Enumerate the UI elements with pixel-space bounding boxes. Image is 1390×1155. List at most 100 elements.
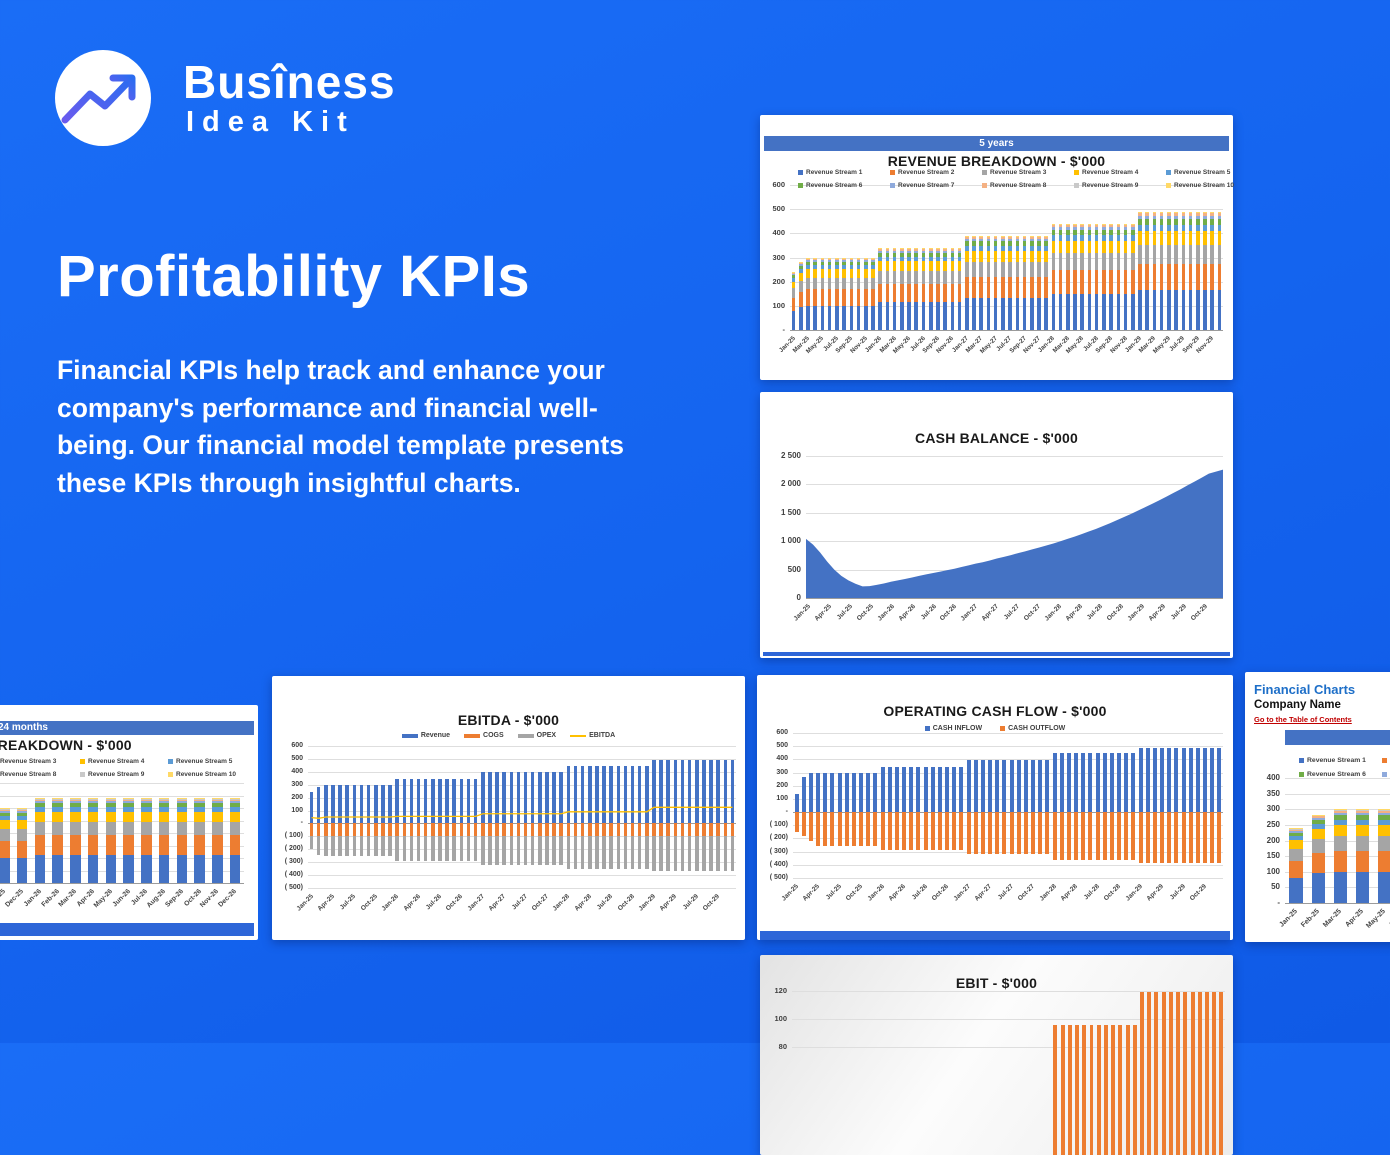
bar-segment [813,289,818,306]
bar-segment [1217,213,1222,216]
bar-segment [1029,277,1034,299]
legend-item: EBITDA [570,732,615,739]
gridline [806,598,1223,599]
x-axis-label: Apr-25 [316,893,336,913]
bar-segment [799,307,803,330]
period-tab-5-years: 5 years [764,136,1229,151]
y-axis-label: 200 [772,276,785,286]
page-description: Financial KPIs help track and enhance yo… [57,355,624,498]
bar [730,759,735,824]
bar-segment [176,803,188,808]
bar-segment [921,270,926,284]
bar [381,823,385,837]
table-of-contents-link[interactable]: Go to the Table of Contents [1254,715,1352,724]
bar-segment [1203,224,1207,232]
bar-segment [1289,832,1303,837]
bar-segment [1044,237,1048,240]
bar-segment [806,260,810,262]
sheet-heading: Financial Charts [1254,682,1356,697]
bar [980,812,985,855]
gridline [793,785,1223,787]
bar-segment [957,256,962,262]
bar-segment [0,829,10,841]
bar-segment [965,246,969,252]
bar-segment [1094,223,1099,225]
bar-segment [863,277,868,290]
bar-segment [871,305,875,330]
legend-marker [982,182,987,188]
bar-segment [70,799,81,801]
y-axis-label: 100 [772,300,785,310]
bar-segment [1066,235,1070,242]
legend-marker [982,169,987,175]
bar-segment [1188,290,1193,330]
bar-segment [229,835,241,855]
bar-segment [1051,230,1056,236]
bar-segment [1008,237,1012,240]
bar-segment [194,807,205,813]
bar-segment [141,800,152,804]
bar [409,778,414,824]
bar [709,836,713,872]
bar-segment [1377,835,1390,851]
bar-segment [965,241,969,247]
bar-segment [158,799,170,801]
bar-segment [123,798,134,799]
bar-segment [885,302,890,330]
bar-segment [1008,298,1012,330]
bar-segment [1377,871,1390,903]
bar-segment [212,798,223,800]
bar-segment [842,269,846,278]
legend-item: Revenue Stream 1 [1299,756,1366,764]
bar-segment [965,277,969,299]
bar [1095,812,1100,860]
bar-segment [856,269,861,278]
bar-segment [914,247,919,249]
bar [794,793,799,813]
bar-segment [87,835,99,855]
bar-segment [1195,244,1200,264]
bar-segment [1152,290,1157,330]
bar [1067,1024,1072,1155]
gridline [793,812,1223,814]
bar-segment [835,258,839,261]
bar-segment [842,260,846,262]
bar-segment [1116,223,1121,225]
bar-segment [1080,223,1085,225]
x-axis-label: Jan-29 [637,893,657,913]
bar-segment [1044,241,1048,247]
bar-segment [1015,298,1020,330]
bar [438,823,442,837]
bar [509,823,514,837]
bar-segment [943,247,947,249]
bar [1031,812,1036,855]
bar-segment [806,269,810,278]
bar [502,772,506,824]
bar-segment [835,269,839,278]
bar-segment [1210,244,1214,264]
bar-segment [957,250,962,253]
bar [1109,812,1114,860]
bar-segment [52,835,63,855]
bar-segment [1210,290,1214,330]
bar-segment [1051,270,1056,295]
bar [945,812,950,851]
bar-segment [1159,263,1164,291]
bar-segment [921,261,926,271]
bar [538,836,542,865]
bar-segment [885,249,890,251]
bar [1066,812,1071,860]
bar-segment [123,799,134,801]
bar-segment [34,812,46,822]
bar-segment [885,283,890,303]
gridline [1285,778,1390,779]
bar-segment [957,252,962,257]
bar-segment [878,283,882,303]
bar [345,823,349,837]
bar [466,836,471,861]
bar-segment [1203,213,1207,216]
bar-segment [1145,211,1149,213]
y-axis-label: 200 [291,793,303,801]
bar-segment [52,800,63,804]
bar-segment [1022,241,1027,247]
